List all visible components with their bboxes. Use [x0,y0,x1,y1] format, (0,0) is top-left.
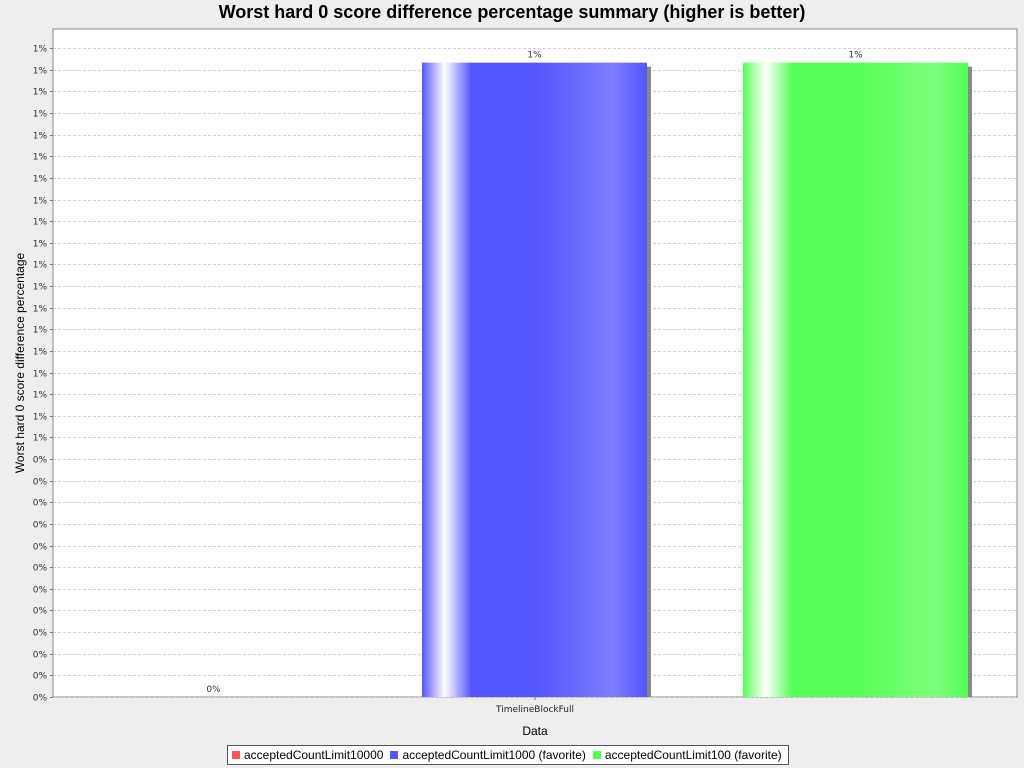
chart-title: Worst hard 0 score difference percentage… [218,2,806,22]
y-tick-label: 1% [33,283,48,293]
y-tick-label: 1% [33,110,48,120]
y-tick-label: 0% [33,694,48,704]
y-tick-label: 0% [33,586,48,596]
bar-value-label: 1% [527,51,542,61]
y-tick-label: 1% [33,132,48,142]
y-tick-label: 1% [33,434,48,444]
bar-value-label: 1% [848,51,863,61]
legend-swatch-blue [390,751,399,759]
y-tick-label: 1% [33,261,48,271]
legend-item: acceptedCountLimit1000 (favorite) [390,748,586,762]
legend-label: acceptedCountLimit1000 (favorite) [402,748,586,762]
y-tick-label: 1% [33,370,48,380]
y-tick-label: 0% [33,478,48,488]
y-tick-label: 0% [33,672,48,682]
y-tick-label: 1% [33,348,48,358]
legend-item: acceptedCountLimit10000 [232,748,383,762]
bar [743,62,968,698]
legend-label: acceptedCountLimit10000 [244,748,384,762]
y-tick-label: 1% [33,153,48,163]
legend-label: acceptedCountLimit100 (favorite) [604,748,782,762]
y-tick-label: 1% [33,67,48,77]
y-axis-title: Worst hard 0 score difference percentage [13,253,27,474]
y-tick-label: 0% [33,651,48,661]
legend: acceptedCountLimit10000 acceptedCountLim… [227,745,789,765]
legend-swatch-red [232,751,240,759]
legend-item: acceptedCountLimit100 (favorite) [592,748,782,762]
y-tick-label: 1% [33,45,48,55]
bar [422,62,647,698]
x-axis-title: Data [522,724,548,738]
category-label: TimelineBlockFull [495,705,574,715]
y-tick-label: 0% [33,543,48,553]
y-tick-label: 1% [33,305,48,315]
y-tick-label: 1% [33,391,48,401]
bar-value-label: 0% [206,685,221,695]
y-tick-label: 0% [33,499,48,509]
y-tick-label: 0% [33,521,48,531]
y-tick-label: 0% [33,456,48,466]
y-tick-label: 1% [33,175,48,185]
y-tick-label: 1% [33,326,48,336]
y-tick-label: 1% [33,218,48,228]
legend-swatch-green [592,751,601,759]
y-tick-label: 1% [33,197,48,207]
y-tick-label: 1% [33,240,48,250]
y-tick-label: 0% [33,629,48,639]
y-tick-label: 1% [33,413,48,423]
y-tick-label: 1% [33,88,48,98]
y-tick-label: 0% [33,607,48,617]
y-tick-label: 0% [33,564,48,574]
